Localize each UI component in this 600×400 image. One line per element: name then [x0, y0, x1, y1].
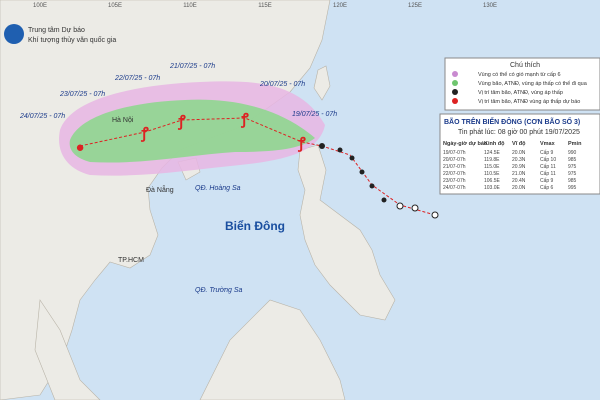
- table-cell: 124.5E: [484, 150, 501, 156]
- table-cell: 24/07-07h: [443, 185, 466, 191]
- table-cell: 975: [568, 171, 577, 177]
- info-title: BÃO TRÊN BIỂN ĐÔNG (CƠN BÃO SỐ 3): [444, 116, 580, 126]
- header-line: Trung tâm Dự báo: [28, 27, 85, 34]
- legend-item: Vị trí tâm bão, ATNĐ, vùng áp thấp: [478, 90, 563, 96]
- legend-swatch: [452, 71, 458, 77]
- storm-zone: [69, 99, 315, 163]
- track-line: [79, 117, 436, 216]
- storm-icon: ꝭ: [140, 125, 149, 142]
- longitude-labels: 100E 105E 110E 115E 120E 125E 130E: [33, 3, 497, 9]
- longitude-label: 125E: [408, 3, 422, 9]
- table-cell: 119.8E: [484, 157, 500, 163]
- past-points: [319, 143, 439, 219]
- legend-item: Vùng có thể có gió mạnh từ cấp 6: [478, 71, 561, 78]
- place-label: TP.HCM: [118, 257, 144, 264]
- forecast-points: ● ꝭ ꝭ ꝭ ꝭ: [75, 111, 306, 156]
- legend-title: Chú thích: [510, 62, 540, 69]
- table-cell: 20.9N: [512, 164, 526, 170]
- table-header: Pmin: [568, 141, 582, 147]
- time-label: 21/07/25 - 07h: [169, 63, 215, 70]
- time-label: 24/07/25 - 07h: [19, 113, 65, 120]
- longitude-label: 100E: [33, 3, 47, 9]
- table-cell: 19/07-07h: [443, 150, 466, 156]
- legend-item: Vị trí tâm bão, ATNĐ vùng áp thấp dự báo: [478, 99, 580, 105]
- time-label: 23/07/25 - 07h: [59, 91, 105, 98]
- table-cell: Cấp 9: [540, 150, 554, 156]
- malay: [34, 299, 101, 400]
- table-header: Ngày-giờ dự báo: [443, 141, 488, 147]
- table-cell: 106.5E: [484, 178, 501, 184]
- legend-items: Vùng có thể có gió mạnh từ cấp 6 Vùng bão…: [452, 71, 588, 105]
- place-label: Hà Nội: [112, 117, 134, 124]
- table-cell: 985: [568, 178, 577, 184]
- table-cell: 975: [568, 164, 577, 170]
- table-cell: 103.0E: [484, 185, 501, 191]
- table-cell: 20/07-07h: [443, 157, 466, 163]
- table-header: Vmax: [540, 141, 556, 147]
- info-box: [439, 113, 600, 195]
- longitude-label: 115E: [258, 3, 272, 9]
- info-issued: Tin phát lúc: 08 giờ 00 phút 19/07/2025: [458, 129, 580, 136]
- place-label: QĐ. Hoàng Sa: [195, 185, 241, 192]
- table-cell: Cấp 9: [540, 178, 554, 184]
- table-cell: 20.3N: [512, 157, 526, 163]
- storm-icon: ꝭ: [297, 135, 306, 152]
- table-cell: Cấp 10: [540, 157, 556, 163]
- table-cell: 23/07-07h: [443, 178, 466, 184]
- table-cell: 110.5E: [484, 171, 500, 177]
- borneo: [199, 299, 346, 400]
- header-line: Khí tượng thủy văn quốc gia: [28, 35, 116, 44]
- table-cell: 21.0N: [512, 171, 526, 177]
- table-cell: Cấp 6: [540, 185, 554, 191]
- taiwan: [313, 65, 331, 101]
- table-header: Vĩ độ: [512, 141, 526, 147]
- table-cell: 115.0E: [484, 164, 500, 170]
- table-cell: 20.0N: [512, 150, 526, 156]
- legend-box: [444, 57, 600, 111]
- time-labels: 24/07/25 - 07h 23/07/25 - 07h 22/07/25 - 0…: [19, 63, 337, 120]
- longitude-label: 105E: [108, 3, 122, 9]
- longitude-label: 130E: [483, 3, 497, 9]
- logo: [4, 24, 24, 44]
- legend-item: Vùng bão, ATNĐ, vùng áp thấp có thể đi q…: [478, 80, 588, 87]
- table-cell: 985: [568, 157, 577, 163]
- legend-swatch: [452, 98, 458, 104]
- time-label: 20/07/25 - 07h: [259, 81, 305, 88]
- storm-icon: ●: [75, 139, 84, 156]
- table-header: Kinh độ: [484, 141, 505, 147]
- longitude-label: 120E: [333, 3, 347, 9]
- legend-swatch: [452, 89, 458, 95]
- table-cell: 22/07-07h: [443, 171, 466, 177]
- time-label: 19/07/25 - 07h: [292, 111, 337, 118]
- longitude-label: 110E: [183, 3, 197, 9]
- table-cell: 990: [568, 150, 577, 156]
- table-cell: 20.4N: [512, 178, 526, 184]
- storm-icon: ꝭ: [240, 111, 249, 128]
- table-cell: Cấp 11: [540, 171, 556, 177]
- table-cell: 21/07-07h: [443, 164, 466, 170]
- legend-swatch: [452, 80, 458, 86]
- table-cell: 20.0N: [512, 185, 526, 191]
- philippines: [297, 144, 396, 321]
- place-label: QĐ. Trường Sa: [195, 287, 243, 294]
- time-label: 22/07/25 - 07h: [114, 75, 160, 82]
- storm-icon: ꝭ: [177, 113, 186, 130]
- table-cell: 995: [568, 185, 577, 191]
- sea-label: Biển Đông: [225, 219, 285, 233]
- table-cell: Cấp 11: [540, 164, 556, 170]
- place-label: Đà Nẵng: [146, 185, 174, 194]
